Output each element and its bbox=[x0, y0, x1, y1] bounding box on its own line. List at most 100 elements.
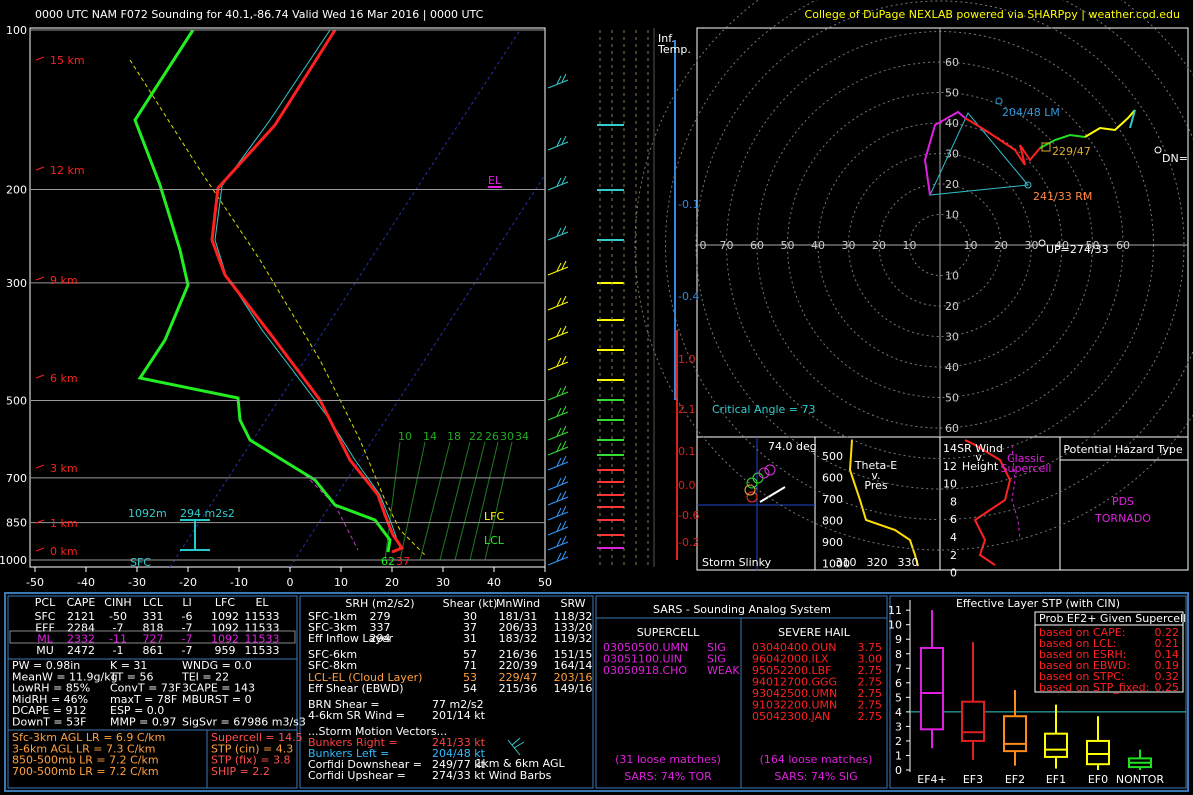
kin-cell: SFC-8km bbox=[308, 659, 357, 672]
stp-box bbox=[1044, 732, 1068, 758]
sars-match: 91032200.UMN bbox=[752, 699, 837, 712]
theta-e-y-label: 800 bbox=[822, 515, 843, 528]
pressure-label: 700 bbox=[6, 472, 27, 485]
stp-frame bbox=[889, 595, 1187, 789]
kin-extra: 4-6km SR Wind = bbox=[308, 709, 405, 722]
height-label: 6 km bbox=[50, 372, 78, 385]
barb-staff bbox=[547, 541, 569, 551]
thermo-header: LFC bbox=[215, 596, 235, 609]
kin-cell: 164/14 bbox=[554, 659, 593, 672]
prob-row: 0.14 bbox=[1155, 648, 1180, 661]
motion-row: Corfidi Upshear = bbox=[308, 769, 406, 782]
barb-flag bbox=[561, 475, 567, 485]
hodo-label: 40 bbox=[811, 239, 825, 252]
theta-e-y-label: 1000 bbox=[822, 558, 850, 571]
credit: College of DuPage NEXLAB powered via SHA… bbox=[805, 8, 1180, 21]
index: DownT = 53F bbox=[12, 716, 86, 729]
barb-flag bbox=[556, 492, 562, 502]
barb-flag bbox=[561, 73, 567, 83]
index: K = 31 bbox=[110, 659, 147, 672]
index: TEI = 22 bbox=[181, 670, 229, 683]
mixing-ratio-label: 30 bbox=[500, 430, 514, 443]
prob-row: 0.32 bbox=[1155, 670, 1180, 683]
temp-label: -30 bbox=[128, 576, 146, 589]
bottom-frame bbox=[4, 592, 1189, 792]
hodo-label: 60 bbox=[945, 56, 959, 69]
barb bbox=[511, 737, 521, 746]
kin-cell: Eff Inflow Layer bbox=[308, 632, 394, 645]
thermo-cell: -7 bbox=[113, 621, 124, 634]
stp-category: EF1 bbox=[1046, 773, 1066, 786]
hodo-label: 50 bbox=[1086, 239, 1100, 252]
temp-label: 0 bbox=[287, 576, 294, 589]
stp-y-label: 11 bbox=[888, 604, 902, 617]
slinky-title: Storm Slinky bbox=[702, 556, 772, 569]
theta-e-x-label: 320 bbox=[867, 556, 888, 569]
lfc-label: LFC bbox=[484, 510, 504, 523]
thermo-cell: ML bbox=[37, 633, 53, 646]
kin-cell: Eff Shear (EBWD) bbox=[308, 682, 404, 695]
thermo-cell: -1 bbox=[113, 644, 124, 657]
theta-e-y-label: 600 bbox=[822, 472, 843, 485]
thermo-cell: 1092 bbox=[211, 633, 239, 646]
kin-cell: SFC-6km bbox=[308, 648, 357, 661]
thermo-cell: MU bbox=[36, 644, 54, 657]
wind-barb bbox=[547, 475, 569, 491]
hodo-label: 70 bbox=[720, 239, 734, 252]
thermo-header: EL bbox=[255, 596, 269, 609]
lapse-rate: 850-500mb LR = 7.2 C/km bbox=[12, 754, 159, 767]
sars-loose: (31 loose matches) bbox=[615, 753, 721, 766]
hodo-label: 50 bbox=[945, 392, 959, 405]
motion-row: Bunkers Left = bbox=[308, 747, 389, 760]
slinky-ring bbox=[746, 491, 758, 503]
temp-label: -10 bbox=[230, 576, 248, 589]
motion-row: 204/48 kt bbox=[432, 747, 486, 760]
motion-row: 274/33 kt bbox=[432, 769, 486, 782]
slinky-ring bbox=[764, 464, 776, 476]
thermo-frame bbox=[7, 595, 298, 789]
lapse-rate: 700-500mb LR = 7.2 C/km bbox=[12, 765, 159, 778]
inf-value: 0.0 bbox=[678, 479, 696, 492]
barb-note: 1km & 6km AGL bbox=[475, 757, 565, 770]
kinematic-frame bbox=[299, 595, 594, 789]
rm-marker bbox=[1024, 181, 1032, 189]
stp-y-label: 5 bbox=[895, 691, 902, 704]
barb-staff bbox=[547, 411, 569, 421]
thermo-cell: 727 bbox=[143, 633, 164, 646]
stp-y-label: 3 bbox=[895, 720, 902, 733]
barb-flag bbox=[561, 535, 567, 545]
kin-cell: 183/32 bbox=[499, 632, 538, 645]
hazard-title: Potential Hazard Type bbox=[1063, 443, 1183, 456]
barb-staff bbox=[547, 266, 569, 276]
slinky-tilt bbox=[759, 486, 786, 503]
sars-match: WEAK bbox=[707, 664, 740, 677]
theta-e-y-label: 700 bbox=[822, 493, 843, 506]
index: DCAPE = 912 bbox=[12, 704, 86, 717]
temp-label: -50 bbox=[26, 576, 44, 589]
barb-staff bbox=[547, 301, 569, 311]
thermo-cell: 861 bbox=[143, 644, 164, 657]
rm-label: 241/33 RM bbox=[1033, 190, 1092, 203]
thermo-cell: 2121 bbox=[67, 610, 95, 623]
theta-e-y-label: 900 bbox=[822, 536, 843, 549]
height-tick bbox=[35, 464, 45, 469]
wind-barb bbox=[547, 505, 569, 521]
kin-cell: 279 bbox=[370, 610, 391, 623]
kin-cell: 118/32 bbox=[554, 610, 593, 623]
barb-staff bbox=[547, 331, 569, 341]
barb-staff bbox=[547, 141, 569, 151]
barb-staff bbox=[547, 526, 569, 536]
barb-flag bbox=[561, 260, 567, 270]
sars-match: 03051100.UIN bbox=[603, 653, 682, 666]
lcl-height-label: 1092m bbox=[128, 507, 167, 520]
barb-staff bbox=[547, 496, 569, 506]
temp-label: 20 bbox=[385, 576, 399, 589]
stp-category: EF2 bbox=[1005, 773, 1025, 786]
prob-row: based on EBWD: bbox=[1039, 659, 1130, 672]
motion-row: Bunkers Right = bbox=[308, 736, 398, 749]
index: MidRH = 46% bbox=[12, 693, 88, 706]
sr-wind-title: v. bbox=[975, 451, 984, 464]
barb bbox=[513, 741, 525, 749]
sars-match: 05042300.JAN bbox=[752, 710, 830, 723]
